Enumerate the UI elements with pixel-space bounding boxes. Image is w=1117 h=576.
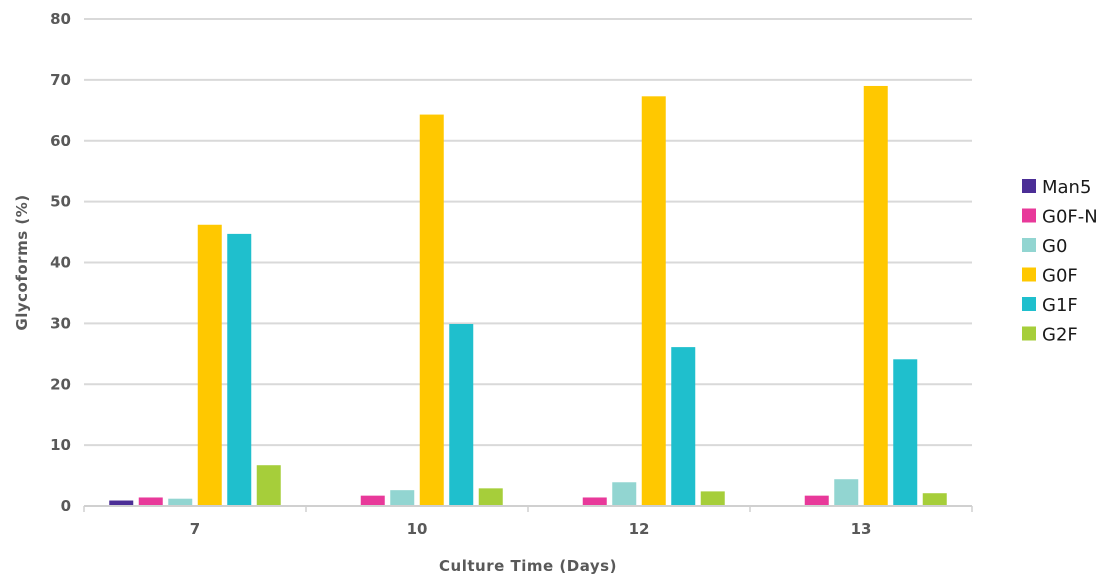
bar-g0f-n-day-12	[582, 497, 607, 506]
x-tick-label: 13	[851, 520, 872, 538]
bar-g1f-day-12	[671, 347, 696, 506]
y-tick-label: 50	[50, 193, 71, 211]
bar-g0f-n-day-10	[360, 495, 385, 506]
y-tick-label: 0	[61, 497, 71, 515]
legend-label-g0f-n: G0F-N	[1042, 207, 1098, 228]
legend-swatch-g1f	[1022, 297, 1036, 311]
bar-g0f-day-13	[863, 85, 888, 507]
bar-g0f-day-12	[641, 96, 666, 506]
y-axis-title: Glycoforms (%)	[13, 194, 31, 330]
legend-label-g0: G0	[1042, 236, 1067, 257]
legend-swatch-g2f	[1022, 326, 1036, 341]
bar-g2f-day-13	[922, 493, 947, 506]
y-tick-label: 20	[50, 375, 71, 393]
bar-g1f-day-13	[893, 359, 918, 506]
legend-swatch-man5	[1022, 179, 1036, 193]
bar-g0f-day-7	[197, 224, 222, 506]
bar-man5-day-7	[109, 500, 134, 506]
bar-g0-day-12	[612, 482, 637, 506]
legend-label-g0f: G0F	[1042, 266, 1078, 287]
legend-label-man5: Man5	[1042, 177, 1091, 198]
y-tick-label: 70	[50, 71, 71, 89]
bar-g1f-day-7	[227, 233, 252, 507]
bar-g1f-day-10	[449, 323, 474, 506]
y-tick-label: 40	[50, 254, 71, 272]
y-tick-label: 30	[50, 314, 71, 332]
x-axis-ticks: 7 10 12 13	[83, 506, 973, 538]
x-axis-title: Culture Time (Days)	[439, 557, 617, 575]
bars	[109, 85, 947, 507]
y-tick-label: 10	[50, 436, 71, 454]
bar-g0f-n-day-13	[804, 495, 829, 506]
legend-swatch-g0f-n	[1022, 208, 1036, 223]
bar-g2f-day-7	[256, 465, 281, 506]
y-tick-label: 80	[50, 10, 71, 28]
bar-g0f-day-10	[419, 114, 444, 506]
bar-g0-day-7	[168, 498, 193, 506]
y-axis-ticks: 0 10 20 30 40 50 60 70 80	[50, 10, 71, 515]
bar-g2f-day-10	[478, 488, 503, 506]
bar-g0-day-13	[834, 479, 859, 506]
bar-g0f-n-day-7	[138, 497, 163, 506]
x-tick-label: 12	[629, 520, 650, 538]
legend-label-g1f: G1F	[1042, 295, 1078, 316]
y-tick-label: 60	[50, 132, 71, 150]
legend-label-g2f: G2F	[1042, 325, 1078, 346]
legend-swatch-g0f	[1022, 267, 1036, 282]
bar-g2f-day-12	[700, 491, 725, 506]
bar-g0-day-10	[390, 490, 415, 506]
legend-swatch-g0	[1022, 238, 1036, 252]
legend: Man5 G0F-N G0 G0F G1F G2F	[1022, 177, 1098, 346]
x-tick-label: 7	[190, 520, 200, 538]
x-tick-label: 10	[407, 520, 428, 538]
